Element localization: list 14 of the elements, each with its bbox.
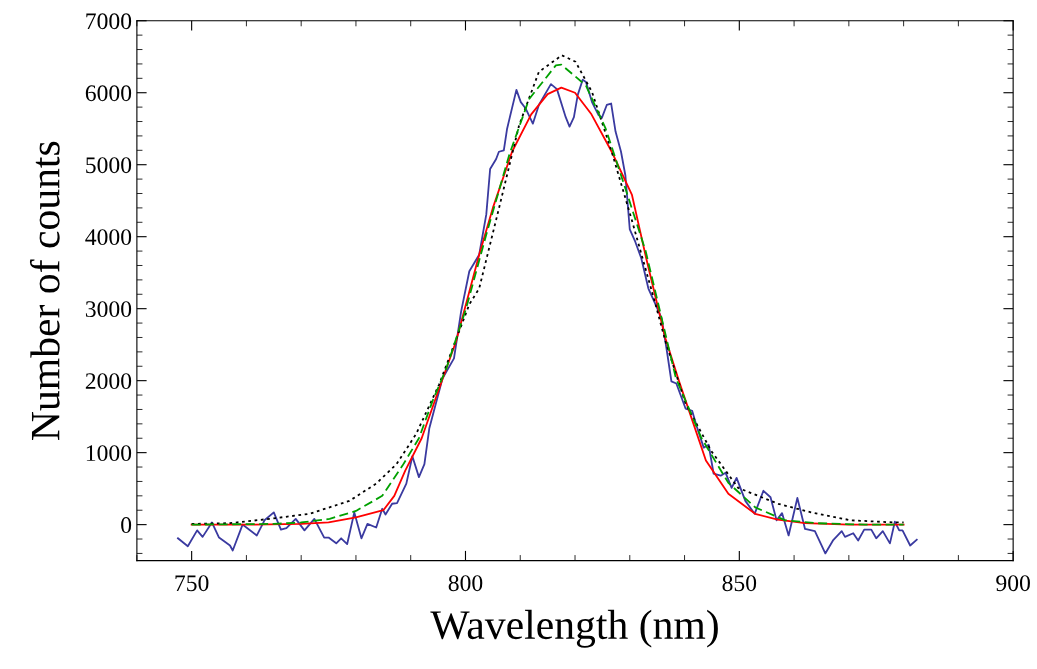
y-tick-label: 1000 [86,445,132,462]
y-tick-label: 6000 [85,85,132,102]
x-tick-label: 850 [722,575,757,592]
y-tick-label: 0 [121,517,132,534]
y-tick-label: 4000 [85,229,132,246]
y-tick-label: 3000 [85,301,132,318]
x-tick-label: 750 [175,575,209,592]
y-axis-title: Number of counts [29,141,60,440]
y-tick-label: 2000 [85,373,132,390]
x-tick-label: 900 [996,575,1030,592]
x-tick-label: 800 [448,575,483,592]
x-axis-title: Wavelength (nm) [430,609,718,648]
y-tick-label: 5000 [86,157,132,174]
y-tick-label: 7000 [86,13,132,30]
